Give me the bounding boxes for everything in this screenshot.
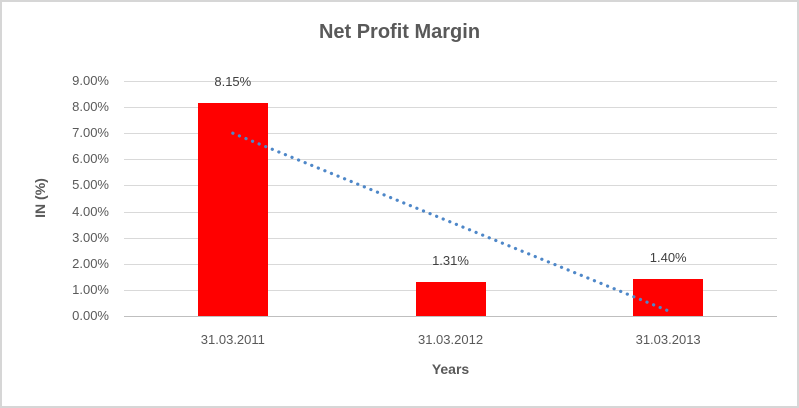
y-axis-tick-label: 6.00% — [72, 151, 109, 167]
x-axis-title: Years — [431, 361, 470, 377]
chart-title: Net Profit Margin — [318, 21, 481, 43]
y-axis-tick-label: 5.00% — [72, 177, 109, 193]
y-axis-tick-label: 4.00% — [72, 203, 109, 219]
gridline — [124, 81, 777, 82]
x-axis-tick-label: 31.03.2012 — [417, 332, 484, 347]
y-axis-tick-label: 9.00% — [72, 73, 109, 88]
bar-31.03.2013 — [633, 279, 704, 316]
bar-data-label: 8.15% — [214, 74, 252, 90]
bar-data-label: 1.31% — [432, 252, 469, 268]
y-axis-tick-label: 1.00% — [72, 281, 109, 297]
bar-31.03.2012 — [415, 281, 486, 316]
y-axis-tick-label: 8.00% — [72, 99, 109, 115]
y-axis-tick-label: 2.00% — [72, 255, 109, 271]
x-axis-line — [124, 316, 777, 317]
x-axis-tick-label: 31.03.2011 — [200, 332, 265, 347]
y-axis-tick-label: 3.00% — [72, 229, 109, 245]
y-axis-tick-label: 7.00% — [72, 125, 109, 141]
bar-31.03.2011 — [197, 103, 268, 316]
y-axis-tick-label: 0.00% — [72, 308, 109, 323]
bar-data-label: 1.40% — [649, 250, 687, 266]
x-axis-tick-label: 31.03.2013 — [635, 332, 701, 347]
gridline — [124, 107, 777, 109]
